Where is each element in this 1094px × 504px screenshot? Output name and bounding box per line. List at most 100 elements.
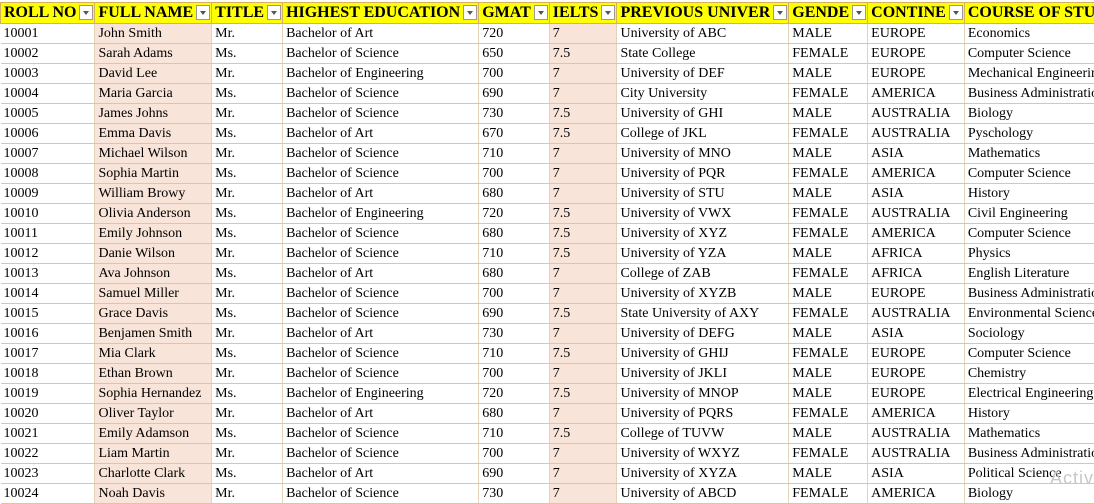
cell-ielts[interactable]: 7.5 (549, 104, 617, 124)
cell-full-name[interactable]: William Browy (95, 184, 212, 204)
cell-continent[interactable]: AUSTRALIA (868, 124, 965, 144)
cell-continent[interactable]: AUSTRALIA (868, 104, 965, 124)
cell-previous-university[interactable]: University of PQRS (617, 404, 789, 424)
cell-gender[interactable]: MALE (789, 424, 868, 444)
cell-highest-education[interactable]: Bachelor of Art (283, 184, 479, 204)
cell-full-name[interactable]: Grace Davis (95, 304, 212, 324)
cell-gender[interactable]: MALE (789, 324, 868, 344)
cell-ielts[interactable]: 7 (549, 64, 617, 84)
cell-title[interactable]: Ms. (212, 224, 283, 244)
cell-gmat[interactable]: 680 (479, 404, 550, 424)
cell-course-of-study[interactable]: Economics (964, 24, 1094, 44)
cell-roll-no[interactable]: 10009 (1, 184, 95, 204)
cell-title[interactable]: Ms. (212, 264, 283, 284)
cell-gender[interactable]: FEMALE (789, 344, 868, 364)
cell-gmat[interactable]: 670 (479, 124, 550, 144)
cell-course-of-study[interactable]: Civil Engineering (964, 204, 1094, 224)
cell-title[interactable]: Ms. (212, 304, 283, 324)
filter-dropdown-icon[interactable] (267, 5, 281, 20)
cell-gender[interactable]: FEMALE (789, 404, 868, 424)
cell-highest-education[interactable]: Bachelor of Science (283, 284, 479, 304)
cell-ielts[interactable]: 7 (549, 324, 617, 344)
cell-highest-education[interactable]: Bachelor of Science (283, 164, 479, 184)
cell-gender[interactable]: MALE (789, 364, 868, 384)
cell-highest-education[interactable]: Bachelor of Engineering (283, 64, 479, 84)
cell-full-name[interactable]: John Smith (95, 24, 212, 44)
cell-ielts[interactable]: 7 (549, 284, 617, 304)
cell-highest-education[interactable]: Bachelor of Art (283, 464, 479, 484)
cell-ielts[interactable]: 7 (549, 164, 617, 184)
cell-continent[interactable]: EUROPE (868, 44, 965, 64)
cell-course-of-study[interactable]: English Literature (964, 264, 1094, 284)
header-title[interactable]: TITLE (212, 3, 283, 24)
cell-title[interactable]: Ms. (212, 464, 283, 484)
cell-continent[interactable]: ASIA (868, 184, 965, 204)
cell-gender[interactable]: FEMALE (789, 124, 868, 144)
cell-roll-no[interactable]: 10016 (1, 324, 95, 344)
cell-course-of-study[interactable]: Computer Science (964, 164, 1094, 184)
cell-roll-no[interactable]: 10020 (1, 404, 95, 424)
cell-roll-no[interactable]: 10024 (1, 484, 95, 504)
cell-previous-university[interactable]: City University (617, 84, 789, 104)
header-gender[interactable]: GENDE (789, 3, 868, 24)
cell-gmat[interactable]: 690 (479, 464, 550, 484)
cell-gmat[interactable]: 710 (479, 424, 550, 444)
cell-continent[interactable]: EUROPE (868, 284, 965, 304)
cell-title[interactable]: Mr. (212, 184, 283, 204)
cell-gender[interactable]: FEMALE (789, 304, 868, 324)
cell-course-of-study[interactable]: Business Administration (964, 84, 1094, 104)
cell-continent[interactable]: AUSTRALIA (868, 424, 965, 444)
cell-course-of-study[interactable]: Mathematics (964, 424, 1094, 444)
cell-continent[interactable]: ASIA (868, 464, 965, 484)
cell-highest-education[interactable]: Bachelor of Science (283, 424, 479, 444)
cell-full-name[interactable]: Michael Wilson (95, 144, 212, 164)
cell-roll-no[interactable]: 10021 (1, 424, 95, 444)
cell-roll-no[interactable]: 10007 (1, 144, 95, 164)
cell-highest-education[interactable]: Bachelor of Art (283, 264, 479, 284)
cell-gender[interactable]: FEMALE (789, 444, 868, 464)
cell-previous-university[interactable]: College of JKL (617, 124, 789, 144)
cell-roll-no[interactable]: 10014 (1, 284, 95, 304)
cell-full-name[interactable]: Danie Wilson (95, 244, 212, 264)
cell-highest-education[interactable]: Bachelor of Science (283, 84, 479, 104)
cell-gmat[interactable]: 720 (479, 384, 550, 404)
cell-gmat[interactable]: 730 (479, 324, 550, 344)
cell-previous-university[interactable]: University of MNO (617, 144, 789, 164)
cell-gender[interactable]: MALE (789, 24, 868, 44)
cell-course-of-study[interactable]: Computer Science (964, 224, 1094, 244)
cell-gmat[interactable]: 690 (479, 84, 550, 104)
cell-highest-education[interactable]: Bachelor of Science (283, 44, 479, 64)
cell-previous-university[interactable]: University of JKLI (617, 364, 789, 384)
cell-title[interactable]: Mr. (212, 284, 283, 304)
cell-full-name[interactable]: Emily Adamson (95, 424, 212, 444)
cell-course-of-study[interactable]: Sociology (964, 324, 1094, 344)
cell-previous-university[interactable]: University of ABC (617, 24, 789, 44)
cell-course-of-study[interactable]: Computer Science (964, 44, 1094, 64)
cell-highest-education[interactable]: Bachelor of Science (283, 484, 479, 504)
cell-ielts[interactable]: 7.5 (549, 304, 617, 324)
cell-highest-education[interactable]: Bachelor of Engineering (283, 204, 479, 224)
cell-full-name[interactable]: Benjamen Smith (95, 324, 212, 344)
cell-previous-university[interactable]: University of PQR (617, 164, 789, 184)
cell-full-name[interactable]: Emma Davis (95, 124, 212, 144)
cell-roll-no[interactable]: 10022 (1, 444, 95, 464)
cell-gmat[interactable]: 730 (479, 104, 550, 124)
cell-previous-university[interactable]: University of WXYZ (617, 444, 789, 464)
cell-ielts[interactable]: 7.5 (549, 124, 617, 144)
cell-title[interactable]: Ms. (212, 124, 283, 144)
cell-title[interactable]: Mr. (212, 364, 283, 384)
cell-continent[interactable]: AUSTRALIA (868, 204, 965, 224)
cell-highest-education[interactable]: Bachelor of Art (283, 404, 479, 424)
cell-full-name[interactable]: James Johns (95, 104, 212, 124)
filter-dropdown-icon[interactable] (534, 5, 548, 20)
cell-ielts[interactable]: 7 (549, 264, 617, 284)
cell-ielts[interactable]: 7.5 (549, 424, 617, 444)
cell-continent[interactable]: AUSTRALIA (868, 304, 965, 324)
cell-highest-education[interactable]: Bachelor of Art (283, 24, 479, 44)
cell-gender[interactable]: FEMALE (789, 204, 868, 224)
cell-roll-no[interactable]: 10003 (1, 64, 95, 84)
cell-full-name[interactable]: Charlotte Clark (95, 464, 212, 484)
cell-full-name[interactable]: Sophia Martin (95, 164, 212, 184)
cell-full-name[interactable]: Samuel Miller (95, 284, 212, 304)
cell-roll-no[interactable]: 10011 (1, 224, 95, 244)
